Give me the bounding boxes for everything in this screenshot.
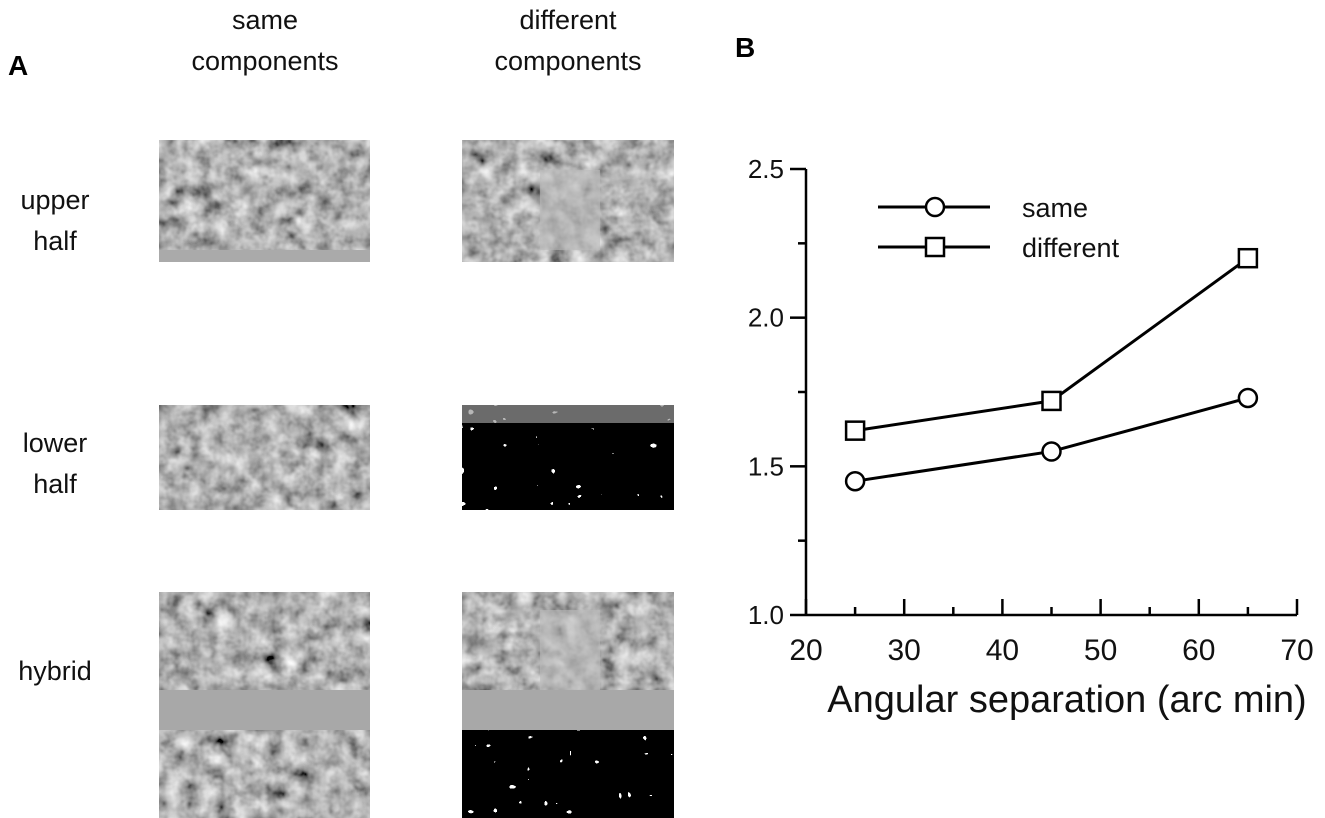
x-tick-label: 70 — [1280, 634, 1313, 667]
y-tick-label: 2.5 — [748, 154, 784, 184]
x-axis-label: Angular separation (arc min) — [827, 679, 1306, 721]
x-tick-label: 40 — [986, 634, 1019, 667]
column-header: different components — [494, 5, 642, 76]
row-label: upper half — [20, 185, 90, 256]
x-tick-label: 20 — [789, 634, 822, 667]
marker — [1041, 441, 1062, 462]
column-header: same components — [191, 5, 339, 76]
plot: 1.0 1.5 2.0 2.5 20 30 40 50 60 70 Angular separati… — [748, 154, 1314, 721]
marker — [844, 420, 866, 441]
y-tick-label: 2.0 — [748, 303, 784, 333]
row-label: lower half — [22, 428, 88, 499]
legend-marker — [924, 196, 946, 218]
panel-label: A — [8, 50, 29, 81]
y-tick-label: 1.5 — [748, 451, 784, 481]
x-tick-label: 30 — [888, 634, 921, 667]
marker — [1041, 390, 1062, 412]
marker — [1237, 247, 1259, 269]
marker — [844, 470, 866, 492]
x-tick-label: 50 — [1084, 634, 1117, 667]
image-same-lower — [159, 405, 370, 510]
legend-label: different — [1022, 233, 1120, 263]
legend-label: same — [1022, 193, 1088, 223]
image-same-upper — [159, 140, 370, 262]
row-label: hybrid — [18, 656, 92, 686]
legend-marker — [924, 236, 946, 258]
marker — [1237, 387, 1259, 409]
panel-label: B — [735, 32, 756, 63]
x-tick-label: 60 — [1182, 634, 1215, 667]
thumbnails — [159, 140, 674, 818]
y-tick-label: 1.0 — [748, 600, 784, 630]
